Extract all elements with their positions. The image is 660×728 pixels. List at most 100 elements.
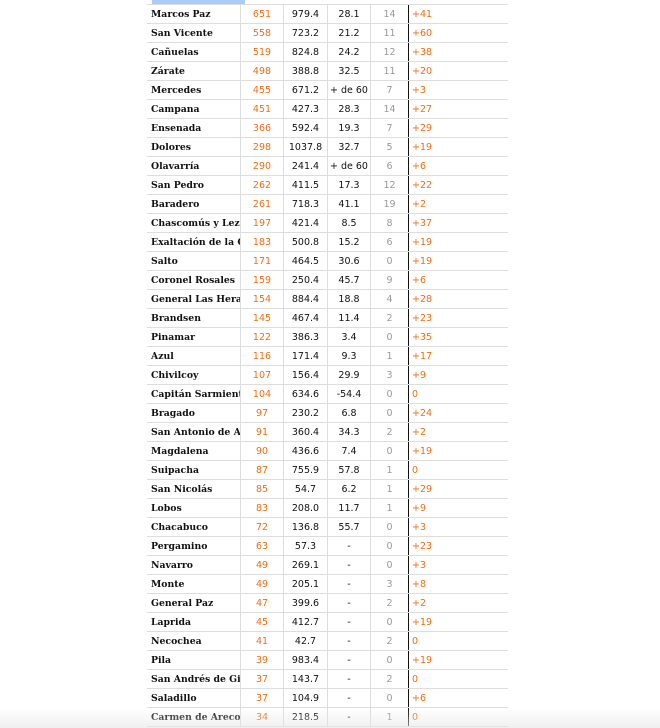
deaths-cell: 0 [386,654,393,666]
delta-cell: +2 [408,423,508,441]
cases-cell: 91 [241,423,284,441]
deaths-cell: 0 [386,255,393,267]
delta-cell: +19 [408,613,508,631]
delta-cell: +29 [408,480,508,498]
cases-cell: 47 [241,594,284,612]
deaths-cell: 0 [386,616,393,628]
cases-cell: 261 [241,195,284,213]
table-row: Ensenada 366 592.4 19.3 7 +29 [147,119,508,138]
delta-cell: +22 [408,176,508,194]
delta-cell: 0 [408,461,508,479]
days-cell: - [328,708,371,726]
name-cell: Ensenada [147,119,241,137]
delta-cell: 0 [408,670,508,688]
rate-cell: 464.5 [284,252,328,270]
cases-cell: 41 [241,632,284,650]
table-row: Saladillo 37 104.9- 0 +6 [147,689,508,708]
delta-cell: +23 [408,537,508,555]
delta-cell: +20 [408,62,508,80]
cases-cell: 83 [241,499,284,517]
deaths-cell: 0 [386,445,393,457]
rate-cell: 723.2 [284,24,328,42]
delta-cell: +6 [408,157,508,175]
rate-cell: 755.9 [284,461,328,479]
deaths-cell: 2 [386,597,393,609]
delta-cell: 0 [408,385,508,403]
table-row: Navarro 49 269.1- 0 +3 [147,556,508,575]
name-cell: San Pedro [147,176,241,194]
cases-cell: 49 [241,556,284,574]
cases-cell: 97 [241,404,284,422]
cases-cell: 37 [241,670,284,688]
days-cell: - [328,632,371,650]
deaths-cell: 11 [383,27,396,39]
days-cell: 3.4 [328,328,371,346]
delta-cell: +60 [408,24,508,42]
deaths-cell: 1 [386,483,393,495]
table-row: Capitán Sarmiento 104 634.6 -54.4 0 0 [147,385,508,404]
cases-cell: 104 [241,385,284,403]
name-cell: Monte [147,575,241,593]
delta-cell: +24 [408,404,508,422]
name-cell: Laprida [147,613,241,631]
table-row: Exaltación de la Cruz183500.815.2 6 +19 [147,233,508,252]
rate-cell: 824.8 [284,43,328,61]
delta-cell: +41 [408,5,508,23]
deaths-cell: 12 [383,179,396,191]
deaths-cell: 0 [386,540,393,552]
deaths-cell: 9 [386,274,393,286]
delta-cell: +27 [408,100,508,118]
days-cell: 6.2 [328,480,371,498]
cases-cell: 159 [241,271,284,289]
days-cell: 34.3 [328,423,371,441]
cases-cell: 49 [241,575,284,593]
table-row: Baradero 261 718.3 41.1 19 +2 [147,195,508,214]
name-cell: Brandsen [147,309,241,327]
delta-cell: +19 [408,651,508,669]
deaths-cell: 0 [386,331,393,343]
days-cell: 32.5 [328,62,371,80]
delta-cell: +6 [408,271,508,289]
rate-cell: 360.4 [284,423,328,441]
deaths-cell: 12 [383,46,396,58]
name-cell: Chascomús y Lezama [147,214,241,232]
cases-cell: 183 [241,233,284,251]
cases-cell: 34 [241,708,284,726]
table-row: Dolores 298 1037.8 32.7 5 +19 [147,138,508,157]
delta-cell: +6 [408,689,508,707]
name-cell: Chacabuco [147,518,241,536]
rate-cell: 411.5 [284,176,328,194]
table-row: Pila 39 983.4- 0 +19 [147,651,508,670]
name-cell: Chivilcoy [147,366,241,384]
days-cell: 7.4 [328,442,371,460]
delta-cell: +19 [408,233,508,251]
cases-cell: 451 [241,100,284,118]
table-row: Marcos Paz 651 979.4 28.1 14 +41 [147,5,508,24]
table-row: San Nicolás 85 54.7 6.2 1 +29 [147,480,508,499]
rate-cell: 718.3 [284,195,328,213]
deaths-cell: 7 [386,122,393,134]
table-row: San Antonio de Areco91360.434.3 2 +2 [147,423,508,442]
days-cell: 19.3 [328,119,371,137]
days-cell: 32.7 [328,138,371,156]
deaths-cell: 6 [386,236,393,248]
days-cell: - [328,556,371,574]
table-row: Chascomús y Lezama197421.48.5 8 +37 [147,214,508,233]
cases-cell: 37 [241,689,284,707]
table-row: Lobos 83 208.0 11.7 1 +9 [147,499,508,518]
deaths-cell: 2 [386,426,393,438]
deaths-cell: 1 [386,711,393,723]
table-row: Bragado 97 230.2 6.8 0 +24 [147,404,508,423]
rate-cell: 156.4 [284,366,328,384]
rate-cell: 57.3 [284,537,328,555]
cases-cell: 154 [241,290,284,308]
cases-cell: 116 [241,347,284,365]
name-cell: Pergamino [147,537,241,555]
table-row: Chacabuco 72 136.8 55.7 0 +3 [147,518,508,537]
rate-cell: 467.4 [284,309,328,327]
days-cell: 6.8 [328,404,371,422]
table-row: Magdalena 90 436.6 7.4 0 +19 [147,442,508,461]
name-cell: San Vicente [147,24,241,42]
days-cell: 24.2 [328,43,371,61]
name-cell: Coronel Rosales [147,271,241,289]
